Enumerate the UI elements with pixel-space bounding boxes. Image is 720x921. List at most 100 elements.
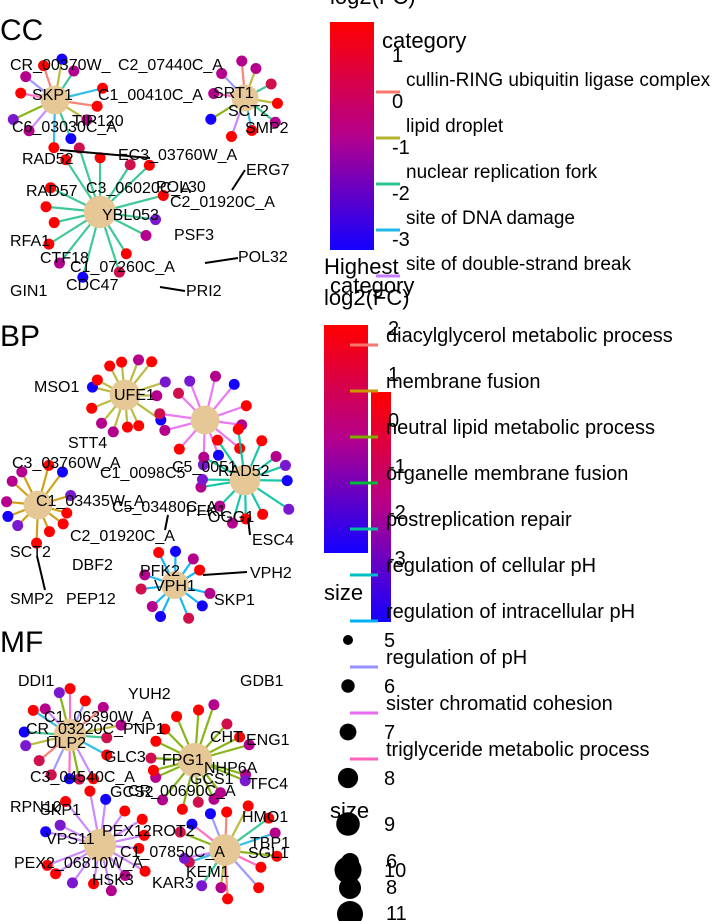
gene-node (60, 154, 72, 166)
node-label: GCS1 (190, 771, 234, 788)
node-label: YBL053 (102, 207, 159, 224)
gene-node (279, 459, 291, 471)
label-leader-line (59, 149, 151, 159)
gene-node (240, 400, 252, 412)
node-label: POL32 (238, 249, 288, 266)
size-key-label: 11 (386, 903, 407, 921)
gene-node (263, 812, 275, 824)
category-key-label: regulation of pH (386, 647, 527, 669)
gene-node (178, 852, 190, 864)
gene-node (193, 704, 205, 716)
gene-node (196, 880, 208, 892)
gene-node (40, 201, 52, 213)
label-leader-line (159, 286, 186, 292)
node-label: MSO1 (34, 379, 79, 396)
node-label: CR_00370W_ (10, 57, 112, 74)
gene-node (271, 850, 283, 862)
gene-node (43, 459, 55, 471)
node-label: ERG7 (246, 162, 290, 179)
panel-title-bp: BP (0, 320, 40, 353)
node-label: SKP1 (32, 87, 73, 104)
node-label: GLC3 (104, 749, 146, 766)
node-label: SKP1 (214, 592, 255, 609)
gene-node (64, 683, 76, 695)
label-leader-line (36, 555, 46, 591)
gene-node (173, 443, 185, 455)
gene-node (105, 885, 117, 897)
gene-node (57, 518, 69, 530)
category-key-label: regulation of intracellular pH (386, 601, 635, 623)
gene-node (96, 417, 108, 429)
size-key-dot (339, 877, 361, 899)
gene-node (81, 114, 93, 126)
node-label: SMP2 (10, 591, 54, 608)
gene-node (119, 869, 131, 881)
gene-node (174, 826, 186, 838)
gene-node (173, 387, 185, 399)
node-label: CR_00690C_A (128, 783, 236, 800)
size-key-label: 6 (386, 851, 397, 873)
gene-node (159, 424, 171, 436)
node-label: C2_07440C_A (118, 57, 223, 74)
gene-node (239, 775, 251, 787)
gene-node (97, 82, 109, 94)
node-label: HMO1 (242, 809, 288, 826)
colorbar-tick-label: -2 (388, 502, 406, 524)
node-label: ULP2 (46, 735, 86, 752)
node-label: RAD52 (218, 463, 270, 480)
gene-node (61, 507, 73, 519)
gene-cluster (86, 354, 171, 438)
node-label: C1_0098C5 (100, 465, 186, 482)
gene-cluster (145, 699, 255, 815)
gene-node (256, 435, 268, 447)
category-hub-node (229, 464, 261, 496)
gene-node (16, 466, 28, 478)
category-key-label: site of double-strand break (406, 254, 631, 275)
gene-node (18, 726, 30, 738)
gene-node (56, 53, 68, 65)
gene-node (60, 795, 72, 807)
gene-cluster (205, 55, 283, 143)
node-label: SCT2 (10, 544, 51, 561)
node-label: C5_0051 (172, 459, 237, 476)
gene-node (63, 773, 75, 785)
node-label: C6_03030C_A (12, 119, 117, 136)
gene-node (68, 65, 80, 77)
gene-node (48, 217, 60, 229)
gene-node (120, 248, 132, 260)
gene-node (77, 271, 89, 283)
gene-node (250, 62, 262, 74)
colorbar-mf (371, 392, 391, 622)
gene-node (50, 868, 62, 880)
node-label: CTF18 (40, 250, 89, 267)
gene-node (196, 600, 208, 612)
gene-node (119, 805, 131, 817)
gene-node (94, 152, 106, 164)
gene-node (283, 503, 295, 515)
legend-title-category: category (382, 28, 466, 53)
node-label: POL30 (156, 179, 206, 196)
node-label: TBP1 (250, 835, 290, 852)
node-label: SRT1 (213, 85, 254, 102)
gene-node (281, 475, 293, 487)
gene-cluster (174, 800, 283, 905)
gene-node (2, 510, 14, 522)
node-label: GDB1 (240, 673, 284, 690)
label-leader-line (164, 514, 169, 531)
node-label: CR_03220C_PNP1 (26, 721, 165, 738)
gene-node (184, 375, 196, 387)
gene-node (116, 356, 128, 368)
colorbar-tick-label: 1 (392, 45, 403, 67)
node-label: UFE1 (114, 387, 155, 404)
node-label: NHP6A (204, 760, 258, 777)
gene-node (194, 564, 206, 576)
node-label: KAR3 (152, 875, 194, 892)
legend-title-highest: Highest (324, 254, 399, 279)
node-label: PSF3 (174, 227, 214, 244)
category-hub-node (53, 718, 87, 752)
gene-node (222, 893, 234, 905)
node-label: CHT (210, 729, 243, 746)
legend-title-log2fc: log2(FC) (330, 0, 416, 9)
gene-node (243, 739, 255, 751)
node-label: STT4 (68, 435, 107, 452)
